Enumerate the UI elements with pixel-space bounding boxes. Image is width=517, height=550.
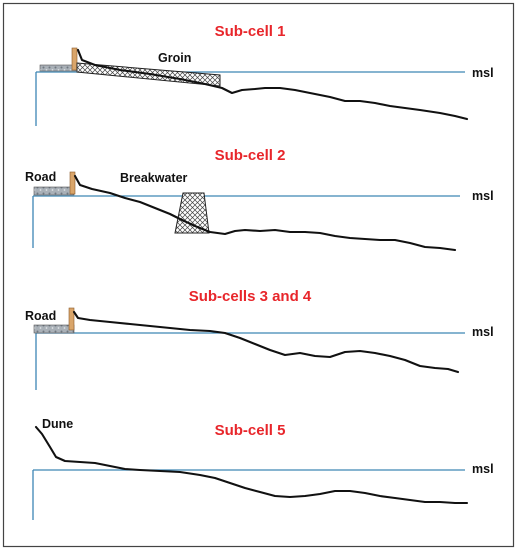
road-label: Road — [25, 309, 56, 323]
panel-title: Sub-cells 3 and 4 — [189, 288, 312, 305]
road-surface — [33, 324, 75, 334]
msl-label: msl — [472, 189, 494, 203]
beach-profile — [72, 310, 460, 374]
road-surface — [39, 64, 77, 72]
msl-label: msl — [472, 66, 494, 80]
groin-label: Groin — [158, 51, 191, 65]
panel-sub-cell-2: Sub-cell 2 msl Road Breakwater — [25, 147, 494, 252]
beach-profile — [73, 174, 457, 252]
seawall-icon — [68, 307, 75, 331]
panel-title: Sub-cell 5 — [215, 422, 286, 439]
road-label: Road — [25, 170, 56, 184]
panel-sub-cell-5: Sub-cell 5 msl Dune — [32, 417, 494, 520]
panel-title: Sub-cell 2 — [215, 147, 286, 164]
dune-label: Dune — [42, 417, 73, 431]
breakwater-structure — [174, 192, 210, 234]
panel-sub-cell-1: Sub-cell 1 msl Groin — [35, 23, 494, 126]
road-surface — [33, 186, 75, 196]
msl-label: msl — [472, 325, 494, 339]
msl-label: msl — [472, 462, 494, 476]
breakwater-label: Breakwater — [120, 171, 188, 185]
panel-sub-cells-3-4: Sub-cells 3 and 4 msl Road — [25, 288, 494, 390]
seawall-icon — [71, 47, 78, 71]
seawall-icon — [69, 171, 76, 195]
beach-profile — [34, 425, 469, 505]
panel-title: Sub-cell 1 — [215, 23, 286, 40]
beach-profile — [76, 48, 469, 121]
